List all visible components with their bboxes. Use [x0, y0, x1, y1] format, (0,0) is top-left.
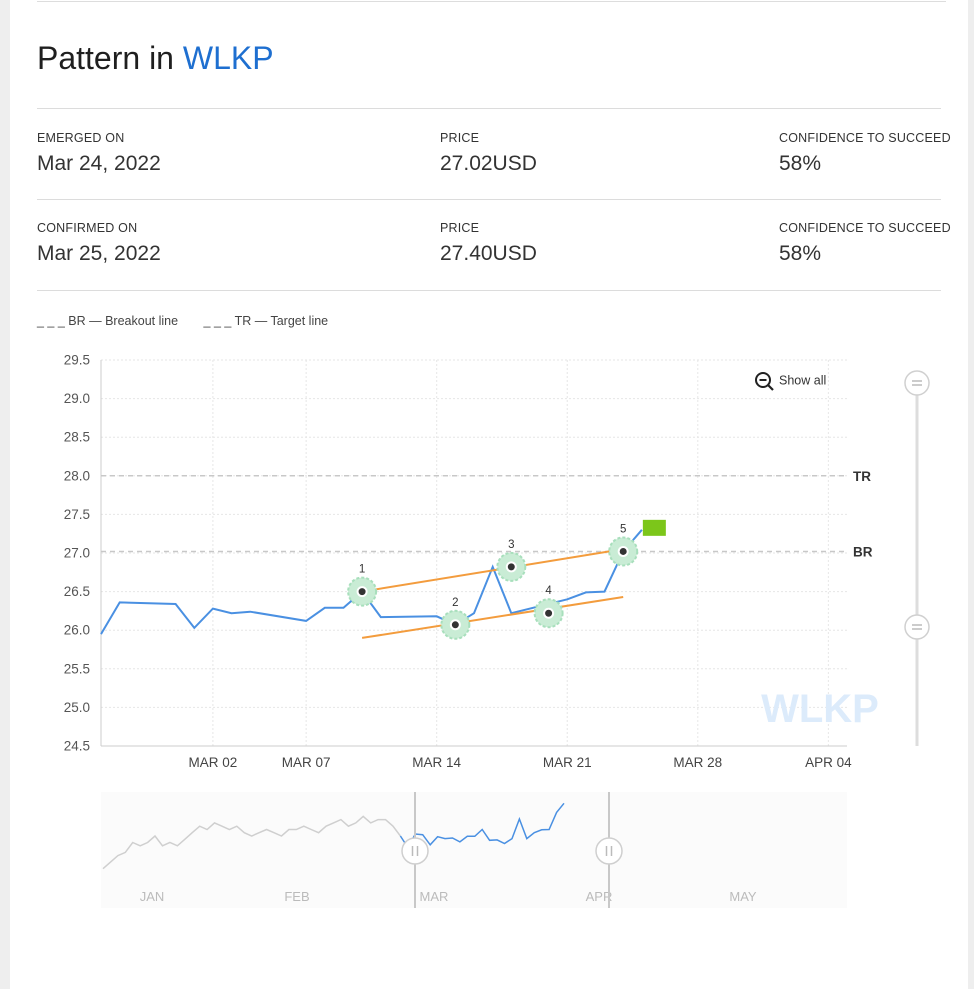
navigator-month-label: MAR	[420, 889, 449, 904]
slider-handle-circle	[904, 370, 930, 396]
legend-target: _ _ _ TR — Target line	[203, 314, 329, 328]
y-tick-label: 28.5	[64, 430, 90, 445]
y-tick-label: 26.0	[64, 623, 90, 638]
navigator-handle-circle	[401, 837, 429, 865]
legend-breakout: _ _ _ BR — Breakout line	[37, 314, 179, 328]
x-tick-label: MAR 28	[673, 755, 722, 770]
pattern-point-label: 3	[508, 539, 514, 551]
pattern-point-label: 5	[620, 523, 626, 535]
confidence-label: CONFIDENCE TO SUCCEED	[779, 131, 951, 145]
pattern-trend-line	[361, 596, 624, 639]
confirmed-confidence-stat: CONFIDENCE TO SUCCEED 58%	[779, 221, 951, 266]
confirmed-stat: CONFIRMED ON Mar 25, 2022	[37, 221, 161, 266]
confidence-value: 58%	[779, 152, 822, 175]
pattern-point[interactable]	[505, 561, 517, 573]
y-tick-label: 25.0	[64, 700, 90, 715]
chart-legend: _ _ _ BR — Breakout line _ _ _ TR — Targ…	[37, 314, 350, 328]
chart-watermark: WLKP	[761, 687, 879, 731]
y-tick-label: 29.0	[64, 391, 90, 406]
pattern-trend-line	[361, 548, 624, 593]
emerged-label: EMERGED ON	[37, 131, 125, 145]
y-tick-label: 28.0	[64, 468, 90, 483]
navigator-history-line	[102, 815, 401, 870]
top-divider	[37, 1, 946, 2]
pattern-point-label: 1	[359, 564, 365, 576]
x-tick-label: MAR 21	[543, 755, 592, 770]
confidence-label: CONFIDENCE TO SUCCEED	[779, 221, 951, 235]
navigator-left-handle[interactable]	[401, 792, 429, 908]
divider	[37, 108, 941, 109]
divider	[37, 199, 941, 200]
navigator-background	[101, 792, 847, 908]
navigator-month-label: JAN	[140, 889, 165, 904]
page-title: Pattern in WLKP	[37, 40, 274, 77]
confirmation-flag-icon	[642, 519, 666, 536]
pattern-point-label: 4	[545, 585, 552, 597]
y-tick-label: 25.5	[64, 661, 90, 676]
price-label: PRICE	[440, 131, 480, 145]
show-all-label: Show all	[779, 374, 826, 388]
emerged-price-stat: PRICE 27.02USD	[440, 131, 537, 176]
pattern-point[interactable]	[356, 586, 368, 598]
x-tick-label: APR 04	[805, 755, 852, 770]
y-tick-label: 26.5	[64, 584, 90, 599]
price-label: PRICE	[440, 221, 480, 235]
pattern-point-label: 2	[452, 597, 458, 609]
price-value: 27.40USD	[440, 242, 537, 265]
navigator-handle-circle	[595, 837, 623, 865]
y-tick-label: 29.5	[64, 353, 90, 368]
emerged-stat: EMERGED ON Mar 24, 2022	[37, 131, 161, 176]
vertical-slider-bottom-handle[interactable]	[904, 614, 930, 640]
x-tick-label: MAR 14	[412, 755, 461, 770]
navigator-selected-line	[399, 802, 565, 849]
price-series-line	[100, 529, 643, 635]
navigator-month-label: MAY	[729, 889, 757, 904]
show-all-button[interactable]: Show all	[755, 372, 826, 391]
navigator-month-label: FEB	[284, 889, 309, 904]
y-tick-label: 27.0	[64, 546, 90, 561]
confirmed-value: Mar 25, 2022	[37, 242, 161, 265]
emerged-value: Mar 24, 2022	[37, 152, 161, 175]
emerged-confidence-stat: CONFIDENCE TO SUCCEED 58%	[779, 131, 951, 176]
navigator-right-handle[interactable]	[595, 792, 623, 908]
slider-handle-circle	[904, 614, 930, 640]
confidence-value: 58%	[779, 242, 822, 265]
y-tick-label: 24.5	[64, 739, 90, 754]
confirmed-label: CONFIRMED ON	[37, 221, 138, 235]
x-tick-label: MAR 02	[189, 755, 238, 770]
pattern-point[interactable]	[617, 545, 629, 557]
confirmed-price-stat: PRICE 27.40USD	[440, 221, 537, 266]
price-value: 27.02USD	[440, 152, 537, 175]
pattern-point[interactable]	[449, 619, 461, 631]
navigator-month-label: APR	[586, 889, 613, 904]
pattern-point[interactable]	[543, 607, 555, 619]
divider	[37, 290, 941, 291]
title-prefix: Pattern in	[37, 40, 183, 76]
y-tick-label: 27.5	[64, 507, 90, 522]
vertical-slider-top-handle[interactable]	[904, 370, 930, 396]
reference-label-br: BR	[853, 544, 873, 559]
ticker-symbol[interactable]: WLKP	[182, 40, 274, 76]
zoom-out-icon-handle	[767, 384, 774, 391]
reference-label-tr: TR	[853, 469, 871, 484]
x-tick-label: MAR 07	[282, 755, 331, 770]
zoom-out-icon	[755, 372, 771, 388]
